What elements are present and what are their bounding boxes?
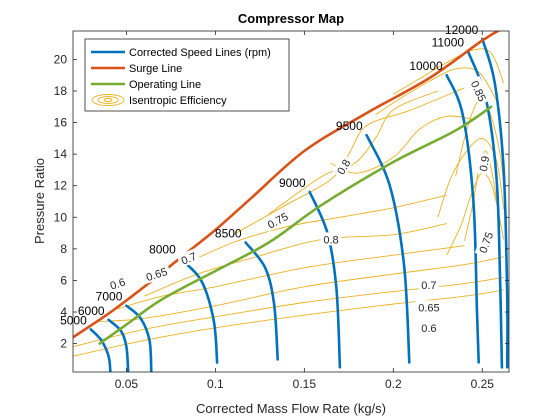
speed-line-label: 9000	[279, 176, 306, 190]
efficiency-label-bg	[320, 232, 342, 246]
y-tick-label: 18	[54, 84, 68, 98]
legend-contour-swatch	[97, 96, 119, 104]
efficiency-label-group: 0.65	[415, 300, 443, 314]
efficiency-label-bg	[176, 247, 201, 268]
speed-line	[125, 304, 153, 372]
legend-label: Isentropic Efficiency	[129, 95, 227, 107]
efficiency-contour	[330, 115, 474, 174]
efficiency-label: 0.7	[421, 280, 436, 292]
x-tick-label: 0.15	[293, 377, 317, 391]
speed-line-label: 6000	[78, 304, 105, 318]
speed-line	[107, 318, 130, 372]
series-layer	[73, 31, 509, 372]
speed-line-label: 12000	[445, 23, 479, 37]
efficiency-label: 0.6	[421, 323, 436, 335]
efficiency-contour	[117, 245, 465, 310]
efficiency-label-bg	[415, 300, 443, 314]
efficiency-label-group: 0.6	[418, 320, 440, 335]
speed-line	[481, 37, 509, 369]
legend-label: Operating Line	[129, 79, 201, 91]
efficiency-contour	[375, 67, 497, 116]
speed-line	[244, 241, 279, 361]
y-tick-label: 20	[54, 52, 68, 66]
speed-line-label: 7000	[96, 290, 123, 304]
contour-layer	[73, 48, 505, 357]
legend-contour-swatch	[91, 94, 125, 106]
efficiency-label-group: 0.8	[320, 232, 342, 246]
efficiency-label-bg	[418, 320, 440, 334]
y-axis: 2 4 6 8 10 12 14 16 18 20	[54, 52, 509, 351]
speed-line-label: 11000	[432, 36, 465, 50]
y-axis-label: Pressure Ratio	[32, 158, 47, 244]
efficiency-label-bg	[332, 154, 354, 179]
efficiency-label-group: 0.7	[176, 247, 201, 268]
legend-entry: Operating Line	[91, 79, 201, 91]
operating-line	[98, 105, 493, 345]
y-tick-label: 6	[60, 273, 67, 287]
axes-box	[72, 30, 510, 373]
efficiency-label-group: 0.7	[418, 278, 440, 292]
efficiency-contour	[179, 194, 447, 267]
y-tick-label: 4	[60, 305, 67, 319]
efficiency-label: 0.8	[323, 234, 338, 246]
efficiency-label-bg	[105, 273, 130, 293]
speed-line	[445, 73, 480, 364]
speed-line	[89, 328, 112, 372]
x-tick-label: 0.25	[471, 377, 495, 391]
legend-contour-swatch	[103, 98, 113, 102]
efficiency-label: 0.6	[109, 276, 127, 292]
efficiency-label-group: 0.6	[105, 273, 130, 293]
y-tick-label: 2	[60, 337, 67, 351]
x-axis: 0.05 0.1 0.15 0.2 0.25	[115, 31, 495, 391]
efficiency-label-bg	[474, 227, 497, 258]
speed-line	[365, 133, 411, 364]
y-tick-label: 16	[54, 116, 68, 130]
efficiency-label-bg	[141, 263, 172, 284]
efficiency-label-bg	[262, 207, 293, 232]
efficiency-contour	[73, 289, 504, 357]
chart-title: Compressor Map	[238, 11, 344, 26]
efficiency-contour	[73, 276, 504, 348]
speed-line-label: 5000	[60, 313, 87, 327]
efficiency-label-bg	[418, 278, 440, 292]
speed-line-label: 9500	[336, 119, 363, 133]
legend: Corrected Speed Lines (rpm) Surge Line Ope…	[84, 38, 290, 112]
efficiency-contour	[232, 87, 465, 236]
x-axis-label: Corrected Mass Flow Rate (kg/s)	[196, 401, 386, 416]
y-tick-label: 10	[54, 210, 68, 224]
speed-line	[178, 257, 219, 364]
x-tick-label: 0.1	[207, 377, 224, 391]
y-tick-label: 14	[54, 147, 68, 161]
x-tick-label: 0.2	[385, 377, 402, 391]
efficiency-contour	[144, 223, 447, 297]
efficiency-contour	[446, 172, 505, 256]
speed-line-label: 8500	[215, 227, 242, 241]
legend-entry: Surge Line	[91, 63, 182, 75]
efficiency-label: 0.65	[418, 302, 439, 314]
y-tick-label: 8	[60, 242, 67, 256]
legend-label: Corrected Speed Lines (rpm)	[129, 47, 271, 59]
efficiency-contour	[99, 256, 504, 322]
efficiency-contour	[268, 90, 438, 215]
efficiency-label: 0.9	[478, 155, 492, 172]
legend-entry: Corrected Speed Lines (rpm)	[91, 47, 271, 59]
x-tick-label: 0.05	[115, 377, 139, 391]
efficiency-label: 0.7	[180, 251, 199, 268]
y-tick-label: 12	[54, 179, 68, 193]
legend-entry: Isentropic Efficiency	[91, 94, 227, 107]
speed-line-label: 10000	[409, 59, 443, 73]
surge-line	[73, 31, 501, 339]
speed-line	[308, 190, 342, 369]
speed-line-label: 8000	[149, 242, 176, 256]
efficiency-label-bg	[475, 152, 492, 175]
efficiency-label-bg	[467, 75, 491, 106]
legend-label: Surge Line	[129, 63, 182, 75]
efficiency-label-group: 0.9	[475, 152, 492, 175]
efficiency-contour	[437, 137, 505, 218]
